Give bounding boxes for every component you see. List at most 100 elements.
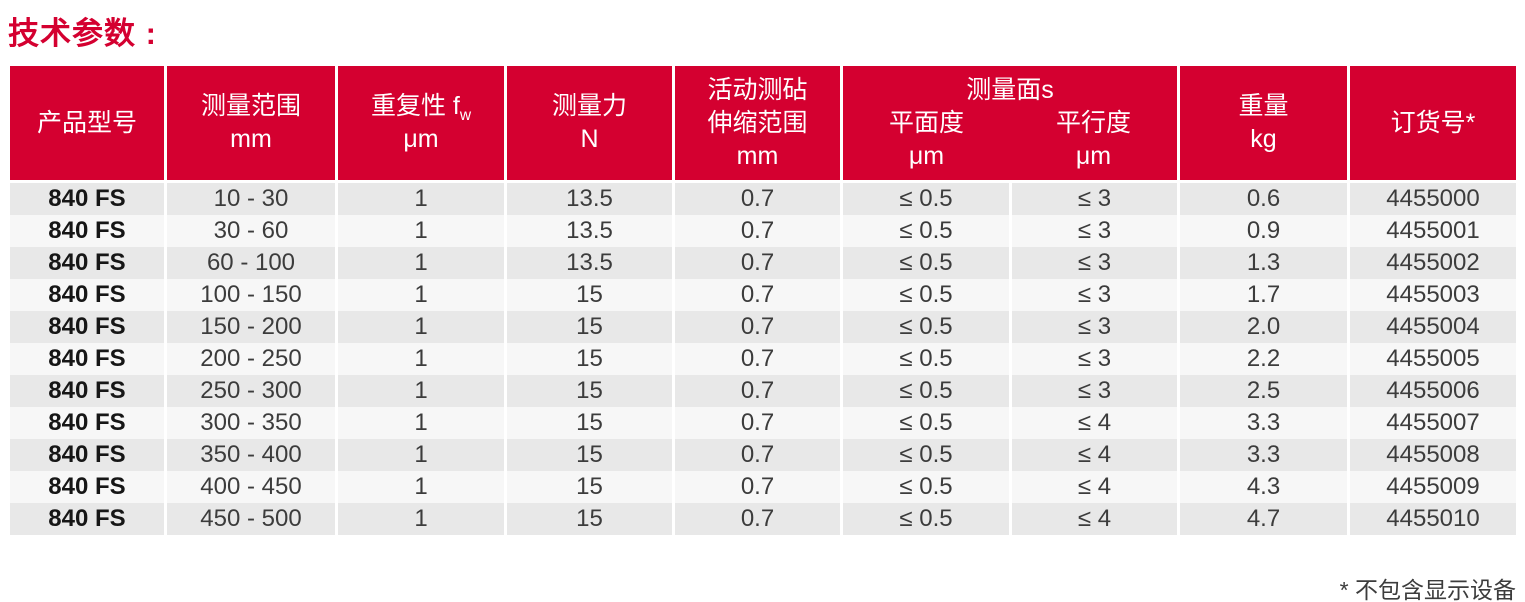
table-row: 840 FS 10 - 30 1 13.5 0.7 ≤ 0.5 ≤ 3 0.6 …	[10, 183, 1516, 215]
cell-force: 15	[507, 343, 672, 375]
cell-parallelism: ≤ 4	[1012, 439, 1177, 471]
column-header-model: 产品型号	[10, 66, 164, 180]
column-header-surfaces-group: 测量面s 平面度 平行度 μm μm	[843, 66, 1177, 180]
table-row: 840 FS 30 - 60 1 13.5 0.7 ≤ 0.5 ≤ 3 0.9 …	[10, 215, 1516, 247]
cell-anvil: 0.7	[675, 471, 840, 503]
cell-weight: 2.5	[1180, 375, 1347, 407]
cell-repeatability: 1	[338, 375, 504, 407]
cell-flatness: ≤ 0.5	[843, 343, 1009, 375]
table-body: 840 FS 10 - 30 1 13.5 0.7 ≤ 0.5 ≤ 3 0.6 …	[10, 183, 1516, 535]
cell-order: 4455008	[1350, 439, 1516, 471]
column-header-unit: μm	[403, 125, 439, 154]
cell-parallelism: ≤ 4	[1012, 503, 1177, 535]
cell-force: 15	[507, 503, 672, 535]
cell-anvil: 0.7	[675, 407, 840, 439]
cell-order: 4455010	[1350, 503, 1516, 535]
cell-order: 4455001	[1350, 215, 1516, 247]
cell-range: 100 - 150	[167, 279, 335, 311]
table-row: 840 FS 200 - 250 1 15 0.7 ≤ 0.5 ≤ 3 2.2 …	[10, 343, 1516, 375]
cell-weight: 2.0	[1180, 311, 1347, 343]
cell-parallelism: ≤ 3	[1012, 247, 1177, 279]
column-header-unit: kg	[1250, 125, 1277, 153]
cell-repeatability: 1	[338, 503, 504, 535]
column-header-label: 测量范围	[200, 92, 301, 120]
cell-flatness: ≤ 0.5	[843, 215, 1009, 247]
cell-parallelism: ≤ 4	[1012, 407, 1177, 439]
column-header-anvil: 活动测砧 伸缩范围 mm	[675, 66, 840, 180]
cell-range: 350 - 400	[167, 439, 335, 471]
cell-order: 4455006	[1350, 375, 1516, 407]
cell-range: 150 - 200	[167, 311, 335, 343]
column-header-unit: mm	[230, 125, 272, 153]
column-header-label: 订货号*	[1390, 108, 1476, 137]
cell-parallelism: ≤ 3	[1012, 311, 1177, 343]
repeatability-subscript: w	[459, 106, 472, 124]
cell-range: 200 - 250	[167, 343, 335, 375]
cell-range: 400 - 450	[167, 471, 335, 503]
cell-model: 840 FS	[10, 503, 164, 535]
spec-table: 产品型号 测量范围 mm 重复性 fw μm 测量力 N 活动测砧 伸缩范围 m…	[10, 66, 1516, 535]
column-header-unit: mm	[736, 141, 779, 170]
cell-weight: 0.6	[1180, 183, 1347, 215]
cell-anvil: 0.7	[675, 183, 840, 215]
cell-model: 840 FS	[10, 247, 164, 279]
cell-range: 10 - 30	[167, 183, 335, 215]
cell-order: 4455000	[1350, 183, 1516, 215]
column-header-range: 测量范围 mm	[167, 66, 335, 180]
table-row: 840 FS 300 - 350 1 15 0.7 ≤ 0.5 ≤ 4 3.3 …	[10, 407, 1516, 439]
cell-weight: 3.3	[1180, 439, 1347, 471]
cell-flatness: ≤ 0.5	[843, 247, 1009, 279]
group-header-label: 测量面s	[966, 75, 1054, 104]
cell-repeatability: 1	[338, 183, 504, 215]
cell-range: 60 - 100	[167, 247, 335, 279]
footnote: * 不包含显示设备	[1339, 577, 1516, 602]
table-row: 840 FS 100 - 150 1 15 0.7 ≤ 0.5 ≤ 3 1.7 …	[10, 279, 1516, 311]
cell-flatness: ≤ 0.5	[843, 439, 1009, 471]
cell-repeatability: 1	[338, 247, 504, 279]
column-header-weight: 重量 kg	[1180, 66, 1347, 180]
cell-repeatability: 1	[338, 311, 504, 343]
column-header-label: 活动测砧	[707, 75, 808, 104]
cell-force: 15	[507, 407, 672, 439]
cell-anvil: 0.7	[675, 215, 840, 247]
cell-repeatability: 1	[338, 279, 504, 311]
cell-range: 300 - 350	[167, 407, 335, 439]
cell-parallelism: ≤ 3	[1012, 183, 1177, 215]
cell-model: 840 FS	[10, 439, 164, 471]
repeatability-label: 重复性 f	[370, 91, 460, 120]
cell-repeatability: 1	[338, 407, 504, 439]
table-row: 840 FS 60 - 100 1 13.5 0.7 ≤ 0.5 ≤ 3 1.3…	[10, 247, 1516, 279]
cell-weight: 0.9	[1180, 215, 1347, 247]
cell-force: 13.5	[507, 247, 672, 279]
cell-force: 15	[507, 375, 672, 407]
column-header-flatness: 平面度	[888, 108, 964, 137]
cell-flatness: ≤ 0.5	[843, 279, 1009, 311]
column-header-repeatability: 重复性 fw μm	[338, 66, 504, 180]
cell-repeatability: 1	[338, 215, 504, 247]
cell-model: 840 FS	[10, 343, 164, 375]
cell-anvil: 0.7	[675, 279, 840, 311]
cell-parallelism: ≤ 3	[1012, 215, 1177, 247]
cell-force: 13.5	[507, 183, 672, 215]
cell-order: 4455007	[1350, 407, 1516, 439]
cell-flatness: ≤ 0.5	[843, 375, 1009, 407]
table-row: 840 FS 350 - 400 1 15 0.7 ≤ 0.5 ≤ 4 3.3 …	[10, 439, 1516, 471]
cell-order: 4455002	[1350, 247, 1516, 279]
column-header-flatness-unit: μm	[908, 141, 945, 170]
column-header-unit: N	[580, 125, 599, 153]
cell-parallelism: ≤ 3	[1012, 375, 1177, 407]
cell-force: 13.5	[507, 215, 672, 247]
cell-weight: 1.3	[1180, 247, 1347, 279]
column-header-label: 伸缩范围	[707, 108, 808, 137]
cell-weight: 3.3	[1180, 407, 1347, 439]
page-title: 技术参数 :	[8, 16, 157, 51]
cell-weight: 4.7	[1180, 503, 1347, 535]
column-header-label: 重量	[1238, 92, 1289, 120]
cell-parallelism: ≤ 4	[1012, 471, 1177, 503]
cell-anvil: 0.7	[675, 343, 840, 375]
cell-order: 4455003	[1350, 279, 1516, 311]
cell-force: 15	[507, 311, 672, 343]
cell-force: 15	[507, 471, 672, 503]
cell-flatness: ≤ 0.5	[843, 471, 1009, 503]
